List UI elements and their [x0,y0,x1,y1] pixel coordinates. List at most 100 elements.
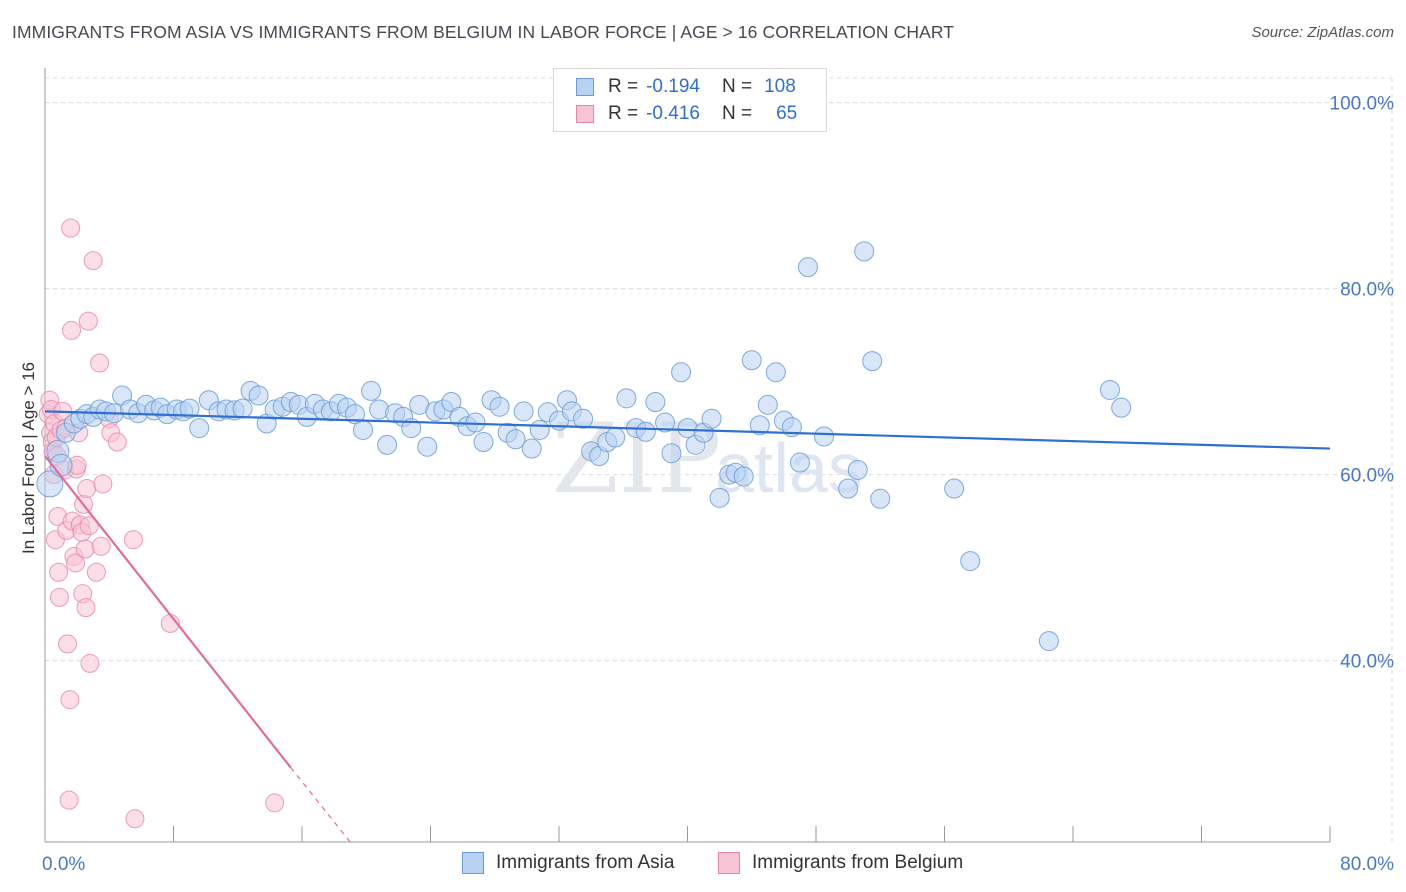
point-belgium [61,218,81,238]
legend-r-value: -0.194 [646,76,700,97]
legend-swatch-belgium [576,105,594,123]
point-asia [789,452,810,473]
chart-title: IMMIGRANTS FROM ASIA VS IMMIGRANTS FROM … [12,22,955,42]
point-belgium [79,516,99,536]
point-asia [1111,397,1132,418]
point-belgium [83,251,103,271]
point-belgium [76,598,96,618]
legend-item-asia[interactable]: Immigrants from Asia [462,852,674,874]
point-asia [179,398,200,419]
y-axis-label: In Labor Force | Age > 16 [19,362,38,554]
legend-r-value: -0.416 [646,103,700,124]
point-asia [741,350,762,371]
point-belgium [90,353,110,373]
point-belgium [66,553,86,573]
point-belgium [86,562,106,582]
legend-swatch-asia [576,78,594,96]
point-asia [1099,379,1120,400]
legend-label-asia: Immigrants from Asia [496,852,675,873]
point-asia [465,412,486,433]
point-asia [960,551,981,572]
point-asia [701,408,722,429]
y-tick-label: 100.0% [1330,94,1395,115]
source-label: Source: ZipAtlas.com [1251,24,1394,41]
point-asia [189,418,210,439]
point-asia [1038,631,1059,652]
point-asia [635,421,656,442]
point-belgium [125,809,145,829]
point-asia [513,401,534,422]
legend-n-label: N = [721,76,753,97]
point-belgium [123,530,143,550]
point-asia [797,257,818,278]
x-tick-label: 80.0% [1340,854,1394,875]
point-asia [605,427,626,448]
correlation-legend: R = -0.194 N = 108 R = -0.416 N = 65 [553,68,827,132]
point-asia [709,487,730,508]
point-asia [847,459,868,480]
point-asia [361,380,382,401]
series-legend: Immigrants from Asia Immigrants from Bel… [0,852,1406,878]
trend-lines [44,410,1331,843]
y-tick-label: 80.0% [1340,280,1394,301]
point-asia [616,388,637,409]
point-asia [505,429,526,450]
legend-row-asia: R = -0.194 N = 108 [576,75,796,99]
point-asia [944,478,965,499]
point-asia [661,443,682,464]
point-asia [529,419,550,440]
legend-item-belgium[interactable]: Immigrants from Belgium [718,852,963,874]
point-asia [870,488,891,509]
point-belgium [80,653,100,673]
point-asia [521,438,542,459]
point-asia [757,394,778,415]
point-asia [671,362,692,383]
trend-line-asia [44,410,1331,450]
point-belgium [78,311,98,331]
point-belgium [49,587,69,607]
point-asia [36,470,64,498]
point-asia [733,466,754,487]
tick-labels: 40.0% 60.0% 80.0% 100.0% 0.0% 80.0% [42,94,1394,875]
legend-r-label: R = [608,103,639,124]
point-belgium [91,536,111,556]
point-asia [838,478,859,499]
y-tick-label: 40.0% [1340,652,1394,673]
legend-r-label: R = [608,76,639,97]
point-asia [417,436,438,457]
point-asia [401,418,422,439]
point-belgium [77,479,97,499]
legend-row-belgium: R = -0.416 N = 65 [576,102,797,126]
point-belgium [75,539,95,559]
series-asia [36,241,1132,652]
point-belgium [60,690,80,710]
point-asia [489,396,510,417]
point-asia [232,398,253,419]
legend-n-label: N = [721,103,753,124]
point-asia [645,392,666,413]
point-belgium [49,562,69,582]
legend-swatch-asia [462,852,484,874]
point-belgium [62,320,82,340]
point-asia [345,404,366,425]
point-asia [473,432,494,453]
point-belgium [57,634,77,654]
legend-n-value: 108 [764,76,796,97]
point-asia [765,362,786,383]
point-asia [854,241,875,262]
point-asia [353,419,374,440]
point-belgium [265,793,285,813]
point-asia [862,351,883,372]
point-asia [248,385,269,406]
point-belgium [107,432,127,452]
trend-line-belgium-extension [290,767,351,843]
point-belgium [93,474,113,494]
y-tick-label: 60.0% [1340,466,1394,487]
point-asia [655,412,676,433]
point-belgium [59,790,79,810]
x-tick-label: 0.0% [42,854,85,875]
point-asia [814,426,835,447]
trend-line-belgium [44,455,292,769]
legend-label-belgium: Immigrants from Belgium [752,852,964,873]
